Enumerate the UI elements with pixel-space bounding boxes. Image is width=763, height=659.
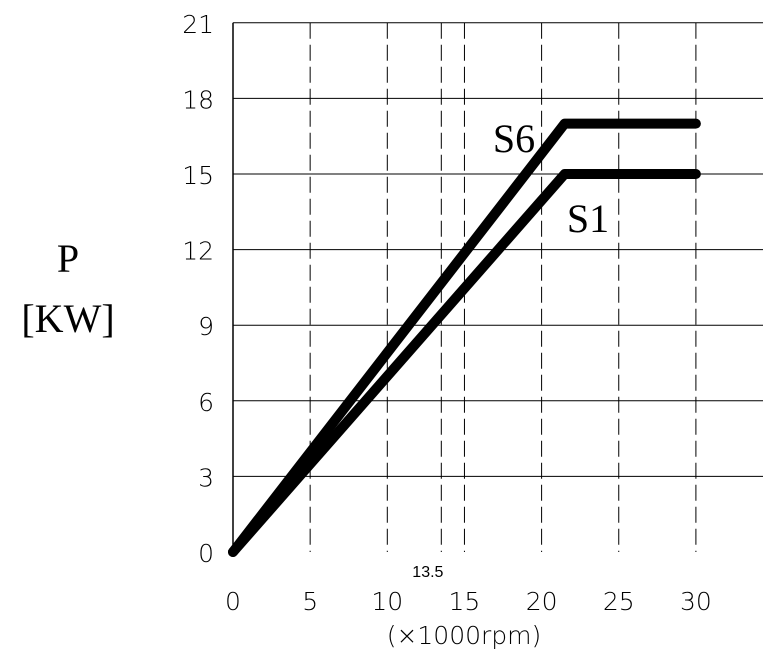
x-tick-label-10: 10 [371,587,403,616]
series-label-s6: S6 [493,116,535,161]
x-tick-label-20: 20 [526,587,558,616]
x-tick-label-30: 30 [680,587,712,616]
y-tick-label-15: 15 [182,161,214,190]
series-line-s1 [228,169,701,557]
grid [233,22,763,552]
series-lines [228,118,701,557]
y-tick-label-21: 21 [182,10,214,39]
tick-labels: 0 3 6 9 12 15 18 21 0 5 10 15 20 25 30 [182,10,712,616]
annotation-label: 13.5 [412,564,443,581]
y-tick-label-18: 18 [182,85,214,114]
series-labels: S6 S1 [493,116,609,241]
y-tick-label-6: 6 [198,388,214,417]
x-tick-label-0: 0 [225,587,241,616]
x-tick-label-5: 5 [302,587,318,616]
y-tick-label-9: 9 [198,312,214,341]
x-tick-label-15: 15 [449,587,481,616]
series-line-s6 [228,118,701,557]
x-axis-label: (×1000rpm) [387,621,542,650]
y-axis-label-line1: P [57,236,79,281]
y-tick-label-3: 3 [198,463,214,492]
x-tick-label-25: 25 [603,587,635,616]
y-axis-label-line2: [KW] [21,296,114,341]
series-label-s1: S1 [567,196,609,241]
y-tick-label-0: 0 [198,539,214,568]
y-tick-label-12: 12 [182,237,214,266]
